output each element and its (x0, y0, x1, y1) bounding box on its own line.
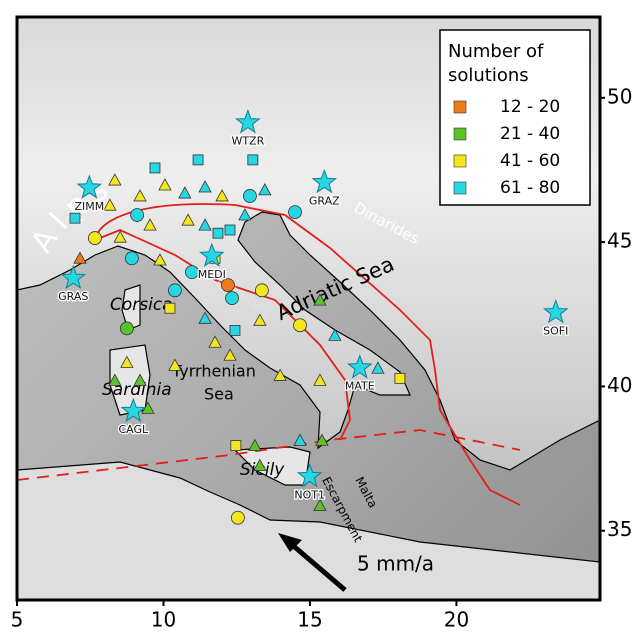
x-tick-label: 15 (297, 608, 322, 632)
site-circle (243, 189, 256, 202)
station-label: MATE (345, 380, 375, 393)
station-label: MEDI (198, 268, 226, 281)
site-circle (255, 284, 268, 297)
site-square (230, 325, 240, 335)
legend-label: 61 - 80 (500, 178, 560, 198)
site-square (225, 225, 235, 235)
station-label: CAGL (118, 423, 149, 436)
legend-label: 12 - 20 (500, 97, 560, 117)
station-label: WTZR (231, 135, 264, 148)
map-figure: A l p s Corsica Sardinia Tyrrhenian Sea … (0, 0, 633, 634)
site-square (231, 441, 241, 451)
arrow-label: 5 mm/a (357, 552, 434, 576)
station-label: GRAS (58, 290, 88, 303)
station-label: NOT1 (294, 488, 325, 501)
site-circle (120, 322, 133, 335)
tyrrhenian-label: Tyrrhenian (171, 362, 256, 381)
x-tick-label: 20 (444, 608, 469, 632)
site-circle (289, 206, 302, 219)
site-circle (168, 284, 181, 297)
legend-swatch (454, 128, 466, 140)
site-circle (88, 232, 101, 245)
site-square (193, 155, 203, 165)
site-circle (185, 266, 198, 279)
x-tick-label: 10 (151, 608, 176, 632)
site-square (248, 155, 258, 165)
station-label: ZIMM (74, 200, 104, 213)
x-tick-label: 5 (11, 608, 24, 632)
y-tick-label: 45 (607, 229, 632, 253)
site-square (70, 213, 80, 223)
site-circle (226, 292, 239, 305)
site-circle (131, 208, 144, 221)
corsica-label: Corsica (110, 295, 173, 315)
site-square (213, 228, 223, 238)
legend-title: solutions (448, 65, 529, 86)
legend-label: 21 - 40 (500, 124, 560, 144)
y-tick-label: 35 (607, 517, 632, 541)
site-square (165, 303, 175, 313)
site-square (395, 373, 405, 383)
site-circle (125, 252, 138, 265)
station-label: GRAZ (309, 194, 340, 207)
y-tick-label: 50 (607, 84, 632, 108)
legend-title: Number of (448, 41, 544, 62)
y-tick-label: 40 (607, 373, 632, 397)
tyrrhenian-label: Sea (204, 385, 234, 404)
legend-swatch (454, 182, 466, 194)
legend-label: 41 - 60 (500, 151, 560, 171)
legend: Number of solutions 12 - 20 21 - 40 41 - 6… (440, 30, 590, 205)
site-circle (231, 511, 244, 524)
site-circle (294, 319, 307, 332)
station-label: SOFI (543, 325, 568, 338)
site-square (150, 163, 160, 173)
legend-swatch (454, 101, 466, 113)
legend-swatch (454, 155, 466, 167)
